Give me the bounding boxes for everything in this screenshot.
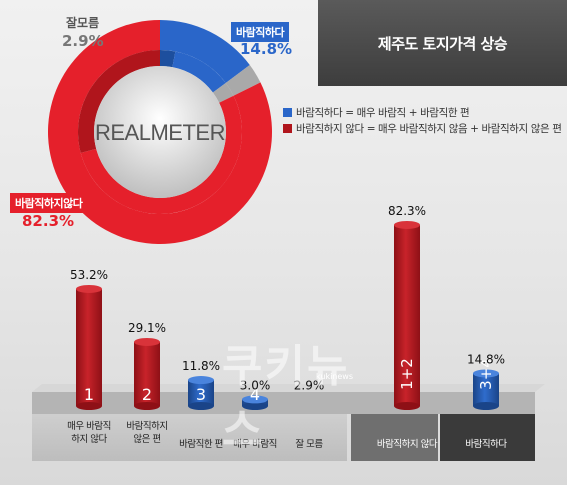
donut-outer-slice [160,20,250,83]
legend-swatch-blue [283,107,292,117]
bar-base [394,402,420,410]
watermark-sub: kukinews [316,372,354,381]
donut-label-negative: 바람직하지않다 [10,193,88,213]
donut-inner-slice [77,49,160,153]
legend-item-negative: 바람직하지 않다 = 매우 바람직하지 않음 + 바람직하지 않은 편 [283,120,562,136]
legend: 바람직하다 = 매우 바람직 + 바람직한 편 바람직하지 않다 = 매우 바람… [283,104,562,136]
bar-number: 4 [250,385,260,404]
donut-center [94,66,226,198]
bar-value-label: 2.9% [294,379,325,393]
donut-inner-slice [160,50,176,68]
bar-base [188,402,214,410]
legend-item-positive: 바람직하다 = 매우 바람직 + 바람직한 편 [283,104,561,120]
donut-label-unknown: 잘모름 [66,16,100,30]
donut-chart: REALMETER [40,12,280,252]
bar-top [242,395,268,404]
category-label: 바람직하다 [465,439,507,450]
donut-outer-slice [225,65,261,96]
donut-label-positive: 바람직하다 [231,22,290,42]
bar [76,288,102,406]
bar-number: 3+4 [477,358,495,390]
bar [188,380,214,406]
watermark: 쿠키뉴스 [222,341,350,456]
category-label: 매우 바람직 [233,439,277,450]
donut-value-unknown: 2.9% [62,32,104,50]
bar-number: 2 [142,385,152,404]
bar-base [473,402,499,410]
donut-value-positive: 14.8% [240,40,293,58]
donut-inner-slice [212,82,234,103]
bar-value-label: 14.8% [467,352,505,366]
bar-value-label: 82.3% [388,204,426,218]
category-label: 매우 바람직 하지 않다 [67,421,111,445]
category-band-negative [351,413,438,461]
realmeter-logo: REALMETER [95,120,225,145]
donut-svg: REALMETER [48,20,273,244]
bar-value-label: 29.1% [128,321,166,335]
bar-top [76,284,102,293]
bar-top [473,369,499,378]
bar-top [394,220,420,229]
donut-inner-slice [172,51,226,93]
category-label: 잘 모름 [295,439,323,450]
bar [473,373,499,406]
legend-swatch-red [283,123,292,133]
legend-text-positive: 바람직하다 = 매우 바람직 + 바람직한 편 [296,106,470,119]
bar-base [134,402,160,410]
bar [394,224,420,406]
bar-base [76,402,102,410]
donut-inner-slice [80,95,243,214]
category-label: 바람직하지 않은 편 [126,421,168,445]
bar-number: 1+2 [398,358,416,390]
donut-value-negative: 82.3% [22,212,75,230]
bar-number: 3 [196,385,206,404]
category-label: 바람직하지 않다 [376,439,438,450]
bar-number: 1 [84,385,94,404]
legend-text-negative: 바람직하지 않다 = 매우 바람직하지 않음 + 바람직하지 않은 편 [296,122,562,135]
category-band-positive [440,413,535,461]
bar [134,341,160,406]
bar-base [242,402,268,410]
category-band-detail [32,413,347,461]
bar-top [188,376,214,385]
bar-top [134,337,160,346]
bar-value-label: 11.8% [182,359,220,373]
category-label: 바람직한 편 [179,439,223,450]
chart-title: 제주도 토지가격 상승 [318,0,567,86]
bar-value-label: 3.0% [240,378,271,392]
bar-value-label: 53.2% [70,268,108,282]
